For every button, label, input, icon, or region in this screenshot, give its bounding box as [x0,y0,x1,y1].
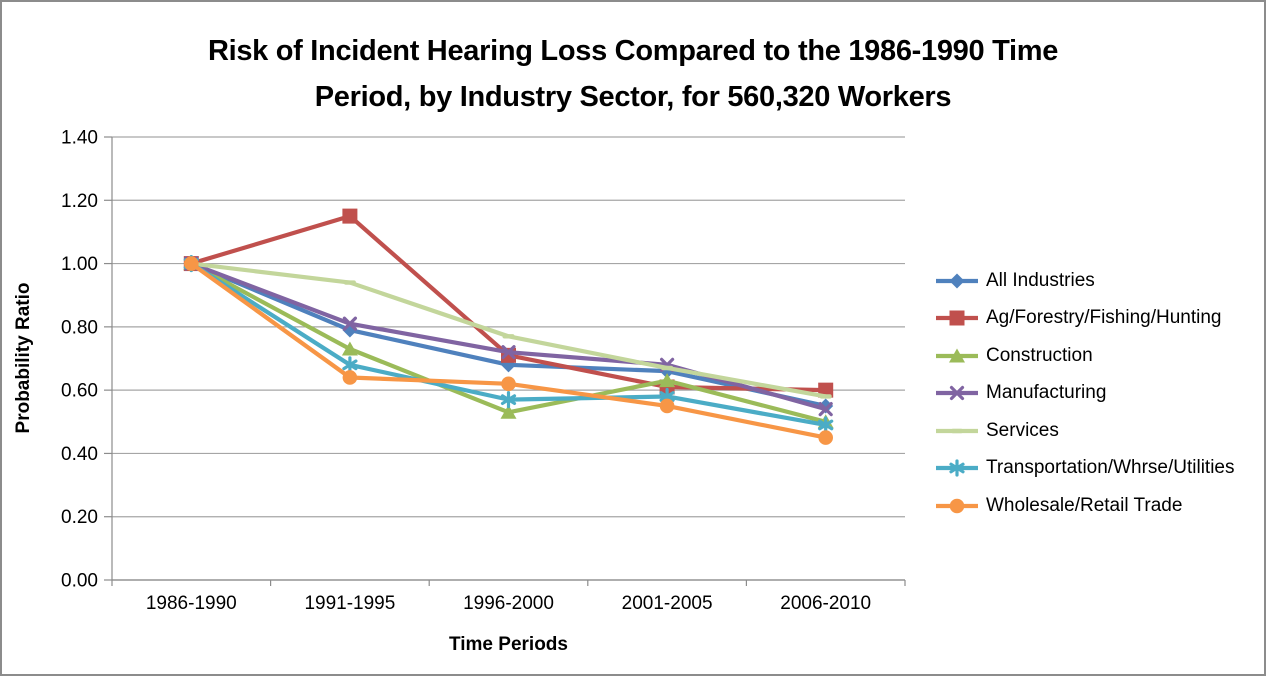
series-manufacturing-x-marker [342,316,357,331]
x-axis-title: Time Periods [449,634,568,655]
y-tick-label: 0.60 [61,381,98,402]
legend-label-transportation-whrse-utilities: Transportation/Whrse/Utilities [986,457,1235,479]
legend-item-construction: Construction [935,337,1234,375]
legend-key-services [936,428,978,433]
y-tick-label: 1.20 [61,191,98,212]
series-transportation-whrse-utilities-asterisk-marker [342,356,358,374]
x-tick-label: 1991-1995 [304,593,395,614]
legend-item-ag-forestry-fishing-hunting: Ag/Forestry/Fishing/Hunting [935,300,1234,338]
series-services-dash-marker [661,365,674,371]
legend-construction-triangle-marker [949,348,965,363]
series-ag-forestry-fishing-hunting-square-marker [342,208,358,224]
legend-item-transportation-whrse-utilities: Transportation/Whrse/Utilities [935,450,1234,488]
y-tick-label: 0.80 [61,317,98,338]
legend-key-ag-forestry-fishing-hunting [936,310,978,326]
x-tick-label: 2001-2005 [622,593,713,614]
legend-item-wholesale-retail-trade: Wholesale/Retail Trade [935,487,1234,525]
legend-label-manufacturing: Manufacturing [986,382,1107,404]
legend-manufacturing-x-marker [949,386,965,401]
x-tick-label: 1986-1990 [146,593,237,614]
series-construction-triangle-marker [659,373,676,388]
series-transportation-whrse-utilities-asterisk-marker [818,416,834,434]
series-wholesale-retail-trade-circle-marker [184,256,199,271]
legend-label-ag-forestry-fishing-hunting: Ag/Forestry/Fishing/Hunting [986,307,1222,329]
series-wholesale-retail-trade-circle-marker [818,430,833,445]
legend-label-wholesale-retail-trade: Wholesale/Retail Trade [986,494,1183,516]
series-services-dash-marker [502,334,515,339]
x-tick-label: 2006-2010 [780,593,871,614]
chart-title-line-1: Risk of Incident Hearing Loss Compared t… [207,35,1059,67]
legend-item-manufacturing: Manufacturing [935,375,1234,413]
legend-key-transportation-whrse-utilities [936,459,978,477]
legend-label-services: Services [986,419,1059,441]
series-transportation-whrse-utilities-asterisk-marker [500,391,517,409]
chart-title: Risk of Incident Hearing Loss Compared t… [2,28,1264,120]
legend-item-all-industries: All Industries [935,262,1234,300]
series-construction-triangle-marker [341,341,358,356]
series-wholesale-retail-trade-circle-marker [659,398,675,414]
series-manufacturing-x-marker [501,345,516,360]
legend-ag-forestry-fishing-hunting-square-marker [949,310,965,326]
y-tick-label: 1.00 [61,254,98,275]
series-wholesale-retail-trade-circle-marker [501,376,516,392]
legend: All Industries Ag/Forestry/Fishing/Huntin… [935,262,1234,525]
legend-label-all-industries: All Industries [986,269,1095,291]
legend-services-dash-marker [951,428,963,433]
y-tick-label: 1.40 [61,128,98,149]
y-tick-label: 0.20 [61,507,98,528]
legend-key-construction [936,348,978,363]
y-tick-label: 0.40 [61,444,98,465]
legend-item-services: Services [935,412,1234,450]
legend-transportation-whrse-utilities-asterisk-marker [949,459,965,477]
series-manufacturing-x-marker [818,402,833,417]
legend-label-construction: Construction [986,344,1093,366]
legend-key-all-industries [936,273,978,289]
series-wholesale-retail-trade-circle-marker [342,370,358,385]
y-tick-label: 0.00 [61,571,98,592]
x-tick-label: 1996-2000 [463,593,554,614]
series-construction-triangle-marker [500,404,517,419]
series-services-dash-marker [343,280,356,285]
legend-key-manufacturing [936,386,978,401]
series-services-dash-marker [819,394,832,399]
legend-wholesale-retail-trade-circle-marker [949,498,965,514]
legend-all-industries-diamond-marker [949,273,965,289]
legend-key-wholesale-retail-trade [936,498,978,514]
chart-title-line-2: Period, by Industry Sector, for 560,320 … [314,81,952,113]
